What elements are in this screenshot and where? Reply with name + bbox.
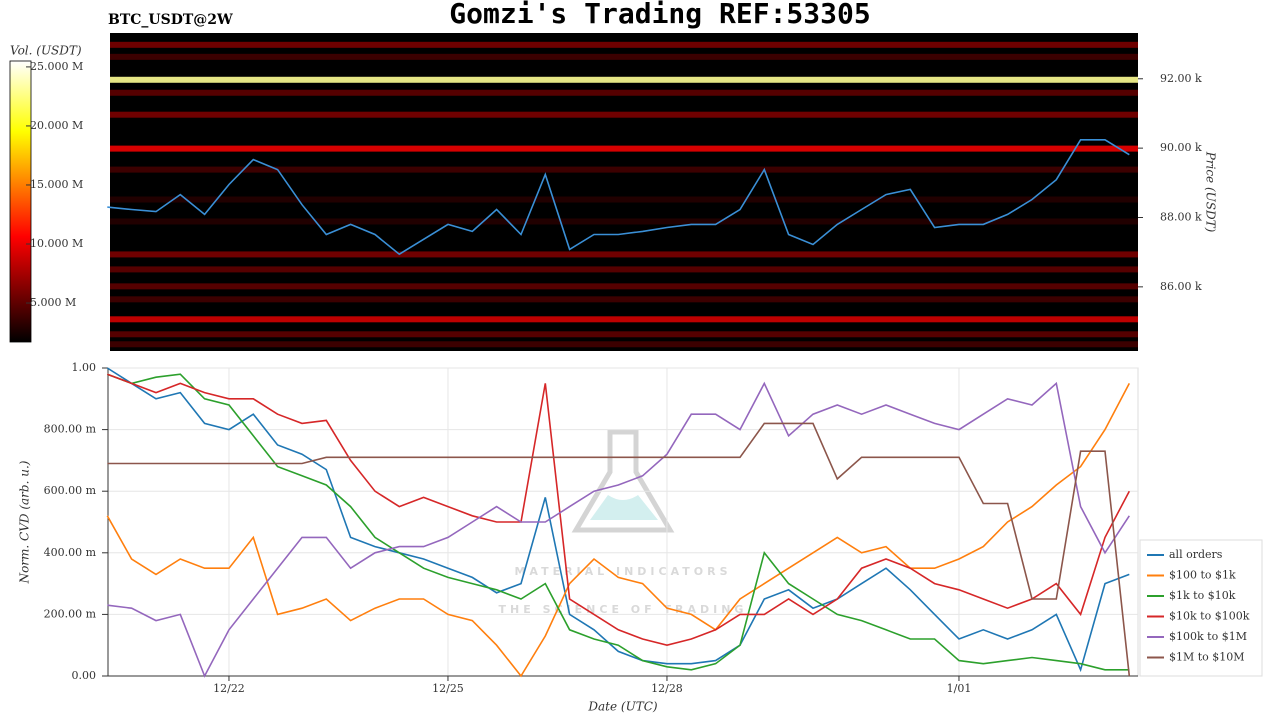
colorbar-tick-label: 5.000 M <box>30 296 76 309</box>
liquidity-band <box>110 316 1138 323</box>
main-title: Gomzi's Trading REF:53305 <box>449 0 870 30</box>
y-tick-label: 86.00 k <box>1160 280 1202 293</box>
y-tick-label: 1.00 <box>72 361 97 374</box>
watermark-name: MATERIAL INDICATORS <box>514 565 731 578</box>
y-tick-label: 0.00 <box>72 669 97 682</box>
y-tick-label: 800.00 m <box>44 423 97 436</box>
liquidity-band <box>110 218 1138 225</box>
cvd-line <box>107 373 1130 671</box>
liquidity-band <box>110 41 1138 48</box>
cvd-plot <box>107 367 1139 677</box>
cvd-line <box>107 381 1130 678</box>
legend-label: all orders <box>1169 548 1223 561</box>
watermark <box>571 429 675 533</box>
x-tick-label: 12/22 <box>213 682 245 695</box>
liquidity-band <box>110 145 1138 152</box>
colorbar-tick-label: 25.000 M <box>30 60 83 73</box>
colorbar <box>9 60 32 343</box>
y-tick-label: 400.00 m <box>44 546 97 559</box>
y-tick-label: 92.00 k <box>1160 72 1202 85</box>
x-tick-label: 1/01 <box>947 682 972 695</box>
legend-label: $1k to $10k <box>1169 589 1236 602</box>
liquidity-band <box>110 296 1138 303</box>
x-tick-label: 12/28 <box>651 682 683 695</box>
y-tick-label: 600.00 m <box>44 484 97 497</box>
liquidity-band <box>110 196 1138 203</box>
liquidity-band <box>110 89 1138 96</box>
y-tick-label: 200.00 m <box>44 607 97 620</box>
colorbar-label: Vol. (USDT) <box>10 44 82 58</box>
y-axis-title: Norm. CVD (arb. u.) <box>18 460 32 584</box>
cvd-line <box>106 383 1131 678</box>
colorbar-tick-label: 20.000 M <box>30 119 83 132</box>
legend-label: $10k to $100k <box>1169 610 1250 623</box>
liquidity-band <box>110 283 1138 290</box>
legend-label: $100 to $1k <box>1169 569 1236 582</box>
legend-label: $1M to $10M <box>1169 651 1245 664</box>
x-tick-label: 12/25 <box>432 682 464 695</box>
y-tick-label: 90.00 k <box>1160 141 1202 154</box>
y-axis-title: Price (USDT) <box>1204 151 1218 233</box>
cvd-line <box>107 422 1131 677</box>
liquidity-band <box>110 266 1138 273</box>
liquidity-band <box>110 331 1138 338</box>
y-tick-label: 88.00 k <box>1160 210 1202 223</box>
legend-label: $100k to $1M <box>1169 630 1247 643</box>
liquidity-band <box>110 341 1138 348</box>
liquidity-band <box>110 53 1138 60</box>
cvd-line <box>107 373 1131 647</box>
x-axis-title: Date (UTC) <box>587 700 657 714</box>
panel-title: BTC_USDT@2W <box>108 12 233 28</box>
colorbar-tick-label: 15.000 M <box>30 178 83 191</box>
liquidity-band <box>110 76 1138 83</box>
price-line <box>107 139 1130 256</box>
liquidity-band <box>110 251 1138 258</box>
colorbar-tick-label: 10.000 M <box>30 237 83 250</box>
cvd-line <box>106 367 1130 673</box>
liquidity-band <box>110 111 1138 118</box>
legend <box>1139 539 1263 677</box>
liquidity-band <box>110 166 1138 173</box>
